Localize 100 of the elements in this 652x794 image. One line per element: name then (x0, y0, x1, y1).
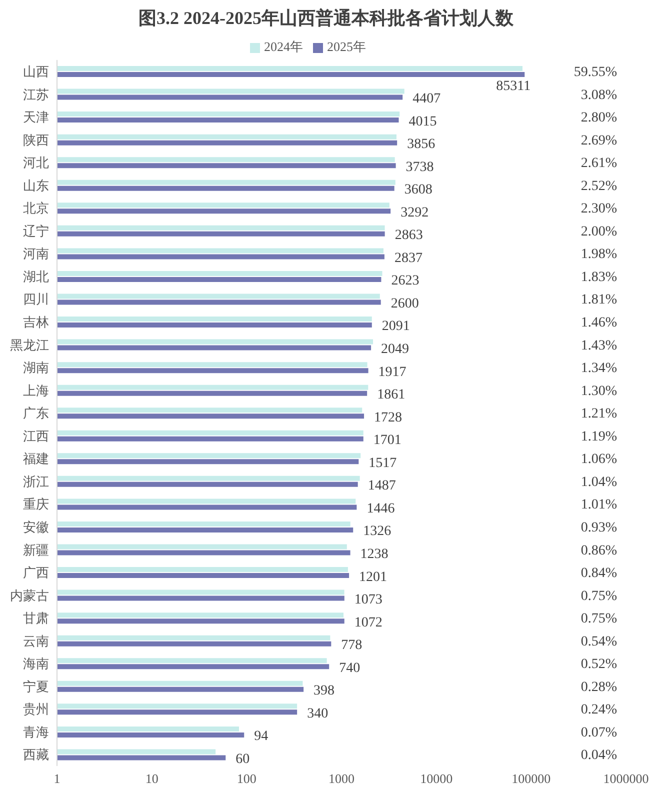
x-tick-label: 100000 (512, 771, 551, 786)
y-tick-label: 湖南 (23, 360, 49, 376)
annotation: 1.43% (580, 338, 618, 354)
data-label: 1326 (363, 524, 392, 540)
data-label: 1238 (360, 546, 388, 562)
annotation: 0.86% (580, 543, 618, 558)
annotation: 1.30% (580, 384, 618, 400)
data-label: 4015 (408, 114, 437, 130)
annotation: 1.34% (580, 361, 618, 376)
annotation: 1.81% (580, 292, 618, 308)
annotation: 59.55% (574, 65, 618, 80)
data-label: 4407 (412, 91, 441, 106)
annotation: 1.06% (580, 452, 618, 468)
data-label: 398 (314, 684, 335, 699)
annotation: 0.52% (580, 657, 618, 672)
y-tick-label: 广东 (23, 406, 49, 421)
y-tick-label: 西藏 (23, 747, 49, 762)
annotation: 0.75% (580, 589, 618, 604)
y-tick-label: 陕西 (23, 132, 49, 148)
x-tick-label: 1000 (328, 771, 354, 786)
annotation: 0.84% (580, 566, 618, 582)
data-label: 1072 (354, 615, 382, 630)
annotation: 1.01% (580, 498, 618, 513)
y-tick-label: 山西 (23, 64, 49, 79)
annotation: 1.46% (580, 316, 618, 331)
data-label: 85311 (496, 79, 531, 94)
y-tick-label: 江苏 (23, 86, 49, 102)
y-tick-label: 海南 (23, 656, 49, 672)
y-tick-label: 甘肃 (23, 610, 49, 626)
y-tick-label: 浙江 (23, 474, 49, 489)
annotation: 2.00% (580, 224, 618, 240)
annotation: 2.80% (580, 110, 618, 126)
data-label: 1446 (366, 501, 395, 516)
annotation: 3.08% (580, 88, 618, 103)
y-tick-label: 辽宁 (23, 223, 49, 238)
data-label: 3608 (404, 182, 432, 198)
x-tick-label: 100 (236, 771, 256, 786)
annotation: 2.69% (580, 134, 618, 149)
y-tick-label: 北京 (23, 200, 49, 216)
y-tick-label: 宁夏 (23, 678, 49, 694)
annotation: 0.28% (580, 680, 618, 696)
data-label: 340 (307, 706, 328, 722)
annotation: 2.61% (580, 156, 618, 172)
x-tick-label: 1 (54, 771, 60, 786)
y-tick-label: 上海 (23, 382, 49, 398)
x-tick-label: 10000 (420, 771, 453, 786)
y-tick-label: 青海 (23, 724, 49, 740)
data-label: 1861 (377, 388, 406, 403)
annotation: 0.54% (580, 634, 618, 650)
data-label: 1487 (368, 478, 396, 494)
y-tick-label: 河南 (23, 246, 49, 262)
data-label: 1073 (354, 592, 382, 608)
data-label: 1917 (378, 364, 406, 380)
annotation: 1.83% (580, 270, 618, 286)
chart-title: 图3.2 2024-2025年山西普通本科批各省计划人数 (138, 7, 514, 30)
y-tick-label: 贵州 (23, 702, 49, 717)
y-tick-label: 广西 (23, 565, 49, 580)
y-tick-label: 安徽 (23, 519, 49, 534)
annotation: 0.75% (580, 612, 618, 627)
data-label: 740 (339, 660, 360, 676)
y-tick-label: 云南 (23, 633, 49, 648)
data-label: 1701 (373, 433, 402, 448)
data-label: 2837 (394, 250, 422, 266)
annotation: 1.21% (580, 406, 618, 422)
data-label: 94 (254, 729, 268, 744)
y-tick-label: 内蒙古 (10, 588, 49, 603)
data-label: 2049 (381, 342, 410, 358)
annotation: 0.07% (580, 726, 618, 741)
annotation: 1.04% (580, 475, 618, 490)
annotation: 1.19% (580, 430, 618, 445)
annotation: 0.04% (580, 748, 618, 764)
data-label: 3856 (407, 137, 436, 152)
data-label: 2600 (390, 296, 419, 312)
y-tick-label: 四川 (23, 292, 49, 307)
y-tick-label: 吉林 (23, 314, 49, 330)
annotation: 2.30% (580, 202, 618, 217)
x-tick-label: 10 (145, 771, 158, 786)
y-tick-label: 湖北 (23, 268, 49, 284)
y-tick-label: 江西 (23, 428, 49, 444)
data-label: 1728 (374, 410, 402, 426)
x-tick-label: 1000000 (603, 771, 649, 786)
annotation: 1.98% (580, 247, 618, 262)
y-tick-label: 山东 (23, 178, 49, 193)
annotation: 0.24% (580, 702, 618, 718)
data-label: 2091 (382, 319, 410, 334)
y-tick-label: 黑龙江 (10, 337, 49, 352)
y-tick-label: 福建 (23, 451, 49, 466)
y-tick-label: 新疆 (23, 542, 49, 558)
data-label: 3738 (406, 160, 434, 175)
legend-label: 2024年 (264, 39, 303, 54)
data-label: 778 (341, 638, 362, 654)
y-tick-label: 重庆 (23, 496, 49, 512)
legend-label: 2025年 (327, 39, 366, 54)
annotation: 0.93% (580, 520, 618, 536)
data-label: 2623 (391, 274, 420, 289)
y-tick-label: 天津 (23, 110, 49, 125)
data-label: 1517 (368, 456, 397, 471)
data-label: 1201 (359, 570, 388, 585)
data-label: 2863 (394, 228, 423, 244)
y-tick-label: 河北 (23, 155, 49, 170)
